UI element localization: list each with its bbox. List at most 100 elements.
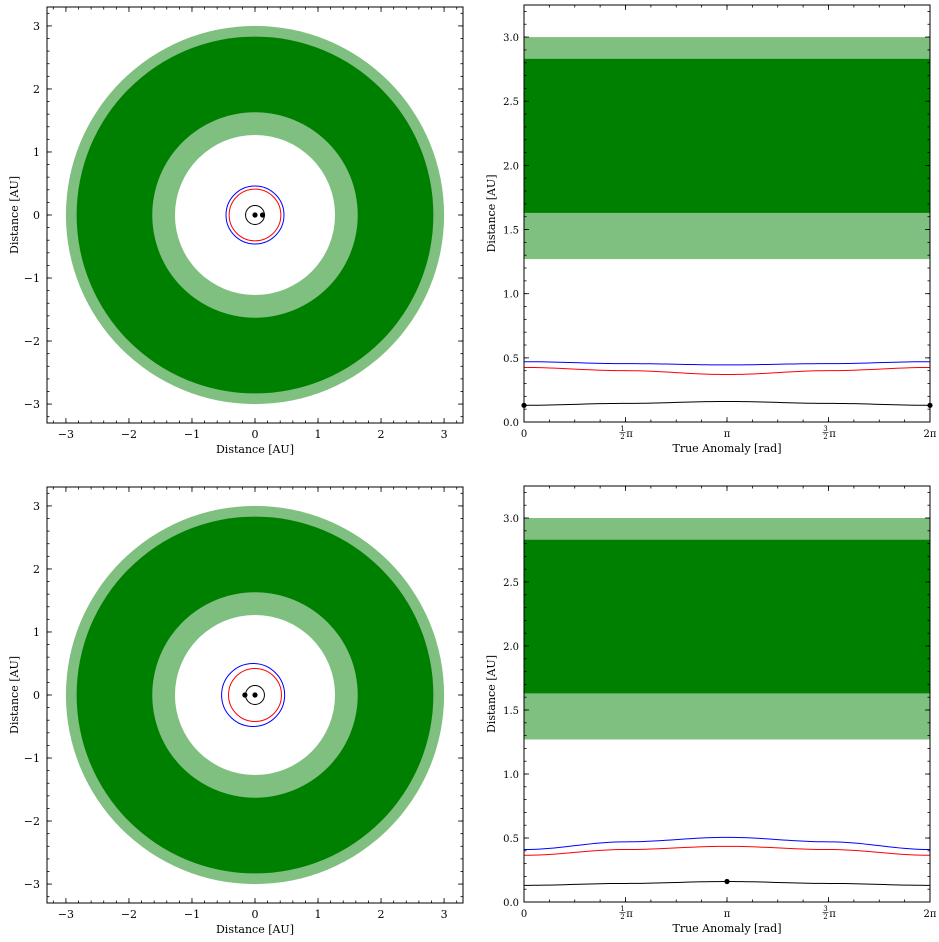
ticks bbox=[523, 5, 931, 423]
y-tick-label: 3.0 bbox=[503, 33, 519, 44]
series-line-2 bbox=[524, 366, 930, 376]
x-tick-label-text: π bbox=[724, 429, 731, 440]
x-tick-label-numerator: 3 bbox=[823, 425, 827, 433]
x-tick-label: 1 bbox=[315, 908, 322, 921]
body-point-1 bbox=[252, 692, 258, 698]
plot-area bbox=[65, 25, 445, 405]
y-tick-label: 0.0 bbox=[503, 418, 519, 429]
x-tick-label: 3 bbox=[441, 908, 448, 921]
series-line-3 bbox=[524, 400, 930, 406]
y-tick-label: 2.0 bbox=[503, 642, 519, 653]
x-tick-label-text: 0 bbox=[521, 429, 527, 440]
y-tick-label: 3.0 bbox=[503, 514, 519, 525]
y-tick-label: 2 bbox=[33, 563, 40, 576]
x-axis-label: Distance [AU] bbox=[216, 923, 294, 936]
x-tick-label: 2π bbox=[924, 429, 937, 440]
x-tick-label: 12 π bbox=[619, 425, 633, 441]
x-axis-label: Distance [AU] bbox=[216, 443, 294, 456]
orbit-circle-2 bbox=[228, 188, 282, 242]
orbit-circle-3 bbox=[221, 662, 286, 728]
x-tick-label: π bbox=[724, 909, 731, 920]
plot-area bbox=[524, 518, 930, 886]
x-tick-label: −3 bbox=[58, 428, 74, 441]
y-tick-label: 1.5 bbox=[503, 706, 519, 717]
plot-area bbox=[524, 37, 930, 406]
series-line-2 bbox=[524, 845, 930, 856]
y-axis-label: Distance [AU] bbox=[485, 655, 498, 733]
x-tick-label: 2 bbox=[378, 428, 385, 441]
x-tick-label: π bbox=[724, 429, 731, 440]
y-tick-label: 3 bbox=[33, 500, 40, 513]
x-tick-label: 2 bbox=[378, 908, 385, 921]
y-tick-label: 1.0 bbox=[503, 290, 519, 301]
x-tick-label-denominator: 2 bbox=[823, 913, 827, 921]
plot-area bbox=[65, 505, 445, 885]
orbit-circle-3 bbox=[225, 185, 285, 245]
x-tick-label: −1 bbox=[184, 428, 200, 441]
x-tick-label-text: π bbox=[724, 909, 731, 920]
habitable-zone-inner-band bbox=[524, 539, 930, 694]
y-tick-label: 0 bbox=[33, 209, 40, 222]
y-axis-label: Distance [AU] bbox=[8, 656, 21, 734]
y-tick-label: 2.5 bbox=[503, 97, 519, 108]
x-tick-label-text: 0 bbox=[521, 909, 527, 920]
x-tick-label: 3 bbox=[441, 428, 448, 441]
x-tick-label-denominator: 2 bbox=[620, 913, 624, 921]
y-tick-label: −1 bbox=[24, 272, 40, 285]
habitable-zone-inner-annulus bbox=[76, 36, 434, 394]
x-tick-label-text: 2π bbox=[924, 909, 937, 920]
x-tick-label: 32 π bbox=[822, 905, 836, 921]
y-tick-label: 0.5 bbox=[503, 834, 519, 845]
x-axis-label: True Anomaly [rad] bbox=[673, 442, 782, 455]
y-tick-label: 1 bbox=[33, 146, 40, 159]
y-tick-label: 1.5 bbox=[503, 226, 519, 237]
x-tick-label-text: 2π bbox=[924, 429, 937, 440]
x-tick-label-denominator: 2 bbox=[620, 433, 624, 441]
x-tick-label-pi: π bbox=[626, 909, 633, 920]
y-tick-label: 3 bbox=[33, 20, 40, 33]
y-tick-label: −3 bbox=[24, 878, 40, 891]
subplot-3: −3 −2 −1 0 1 2 3 −3 −2 −1 0 1 2 3 Distance [AU] Distanc… bbox=[8, 486, 464, 936]
body-point-2 bbox=[242, 692, 248, 698]
x-tick-label: −2 bbox=[121, 428, 137, 441]
y-axis-label: Distance [AU] bbox=[485, 174, 498, 252]
x-tick-label-denominator: 2 bbox=[823, 433, 827, 441]
x-tick-label: 32 π bbox=[822, 425, 836, 441]
x-tick-label-pi: π bbox=[829, 429, 836, 440]
ticks bbox=[47, 487, 463, 903]
ticks bbox=[523, 486, 931, 903]
body-point-2 bbox=[259, 212, 266, 218]
x-tick-label: 1 bbox=[315, 428, 322, 441]
x-tick-label-numerator: 1 bbox=[620, 905, 624, 913]
habitable-zone-inner-band bbox=[524, 58, 930, 213]
x-tick-label: −1 bbox=[184, 908, 200, 921]
x-tick-label: −3 bbox=[58, 908, 74, 921]
subplot-1: −3 −2 −1 0 1 2 3 −3 −2 −1 0 1 2 3 Distance [AU] Distanc… bbox=[8, 6, 464, 456]
x-tick-label: 0 bbox=[252, 908, 259, 921]
y-tick-label: 1 bbox=[33, 626, 40, 639]
series-line-1 bbox=[524, 836, 930, 851]
y-axis-label: Distance [AU] bbox=[8, 176, 21, 254]
habitable-zone-inner-annulus bbox=[76, 516, 434, 874]
x-tick-label: 0 bbox=[521, 429, 527, 440]
x-axis-label: True Anomaly [rad] bbox=[673, 922, 782, 935]
y-tick-label: 0.0 bbox=[503, 898, 519, 909]
y-tick-label: 2.5 bbox=[503, 578, 519, 589]
orbit-circle-2 bbox=[228, 668, 282, 722]
x-tick-label: 0 bbox=[521, 909, 527, 920]
y-tick-label: −1 bbox=[24, 752, 40, 765]
y-tick-label: 2.0 bbox=[503, 161, 519, 172]
x-tick-label-pi: π bbox=[829, 909, 836, 920]
x-tick-label: 2π bbox=[924, 909, 937, 920]
x-tick-label: 0 bbox=[252, 428, 259, 441]
y-tick-label: 0 bbox=[33, 689, 40, 702]
x-tick-label: −2 bbox=[121, 908, 137, 921]
body-point-1 bbox=[724, 878, 730, 885]
y-tick-label: 2 bbox=[33, 83, 40, 96]
x-tick-label-numerator: 1 bbox=[620, 425, 624, 433]
y-tick-label: −2 bbox=[24, 335, 40, 348]
y-tick-label: 0.5 bbox=[503, 354, 519, 365]
series-line-1 bbox=[524, 361, 930, 366]
